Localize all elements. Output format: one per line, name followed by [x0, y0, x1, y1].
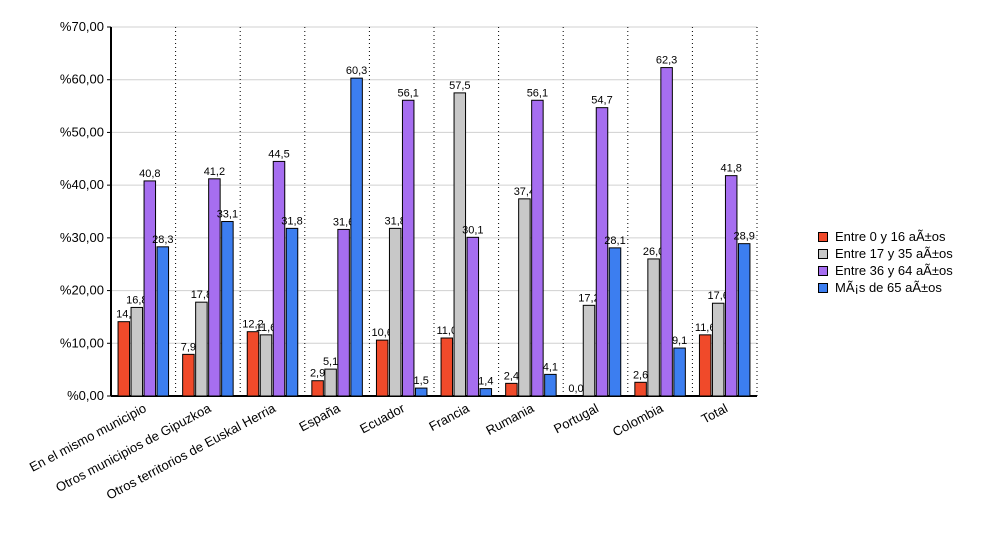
x-tick-label: Colombia	[610, 400, 666, 439]
chart-legend: Entre 0 y 16 aÃ±os Entre 17 y 35 aÃ±os Ent…	[818, 228, 953, 296]
bar	[480, 389, 492, 396]
bar-data-label: 1,5	[414, 375, 429, 387]
legend-swatch	[818, 266, 828, 276]
bar	[609, 248, 621, 396]
bar	[596, 108, 608, 396]
bar	[712, 303, 724, 396]
bar	[273, 161, 285, 396]
bar	[648, 259, 660, 396]
y-tick-label: %70,00	[60, 19, 104, 34]
bar	[725, 176, 737, 396]
bar	[661, 68, 673, 396]
bar	[196, 302, 208, 396]
bar-data-label: 41,2	[204, 166, 225, 178]
bar	[157, 247, 169, 396]
bar-data-label: 5,1	[323, 356, 338, 368]
y-tick-label: %0,00	[67, 388, 104, 403]
legend-item: MÃ¡s de 65 aÃ±os	[818, 279, 953, 296]
bar-data-label: 33,1	[217, 209, 238, 221]
bar-data-label: 56,1	[397, 87, 418, 99]
y-tick-label: %20,00	[60, 283, 104, 298]
legend-item: Entre 0 y 16 aÃ±os	[818, 228, 953, 245]
bar-data-label: 4,1	[543, 361, 558, 373]
legend-label: Entre 0 y 16 aÃ±os	[835, 229, 945, 244]
bar-data-label: 2,4	[504, 370, 519, 382]
bar	[583, 305, 595, 396]
bar-data-label: 60,3	[346, 65, 367, 77]
bar-data-label: 57,5	[449, 80, 470, 92]
bar	[183, 354, 195, 396]
x-tick-label: Rumania	[483, 400, 537, 438]
bar-data-label: 14,	[116, 309, 131, 321]
y-tick-label: %30,00	[60, 230, 104, 245]
bar	[454, 93, 466, 396]
bar-data-label: 0,0	[568, 383, 583, 395]
legend-swatch	[818, 232, 828, 242]
bar	[118, 322, 130, 396]
bar	[467, 237, 479, 396]
x-tick-label: Francia	[426, 400, 472, 434]
bar	[338, 229, 350, 396]
bar-data-label: 28,3	[152, 234, 173, 246]
bar	[312, 381, 324, 396]
bar-data-label: 56,1	[527, 87, 548, 99]
x-tick-label: Total	[699, 400, 730, 426]
bar-data-label: 2,9	[310, 368, 325, 380]
legend-item: Entre 17 y 35 aÃ±os	[818, 245, 953, 262]
y-tick-label: %50,00	[60, 124, 104, 139]
bar	[415, 388, 427, 396]
legend-swatch	[818, 283, 828, 293]
bar	[247, 332, 259, 396]
legend-label: Entre 36 y 64 aÃ±os	[835, 263, 953, 278]
bar	[351, 78, 363, 396]
bar	[222, 222, 234, 396]
bar	[260, 335, 272, 396]
y-tick-label: %10,00	[60, 335, 104, 350]
bar	[144, 181, 156, 396]
bar	[389, 228, 401, 396]
legend-label: Entre 17 y 35 aÃ±os	[835, 246, 953, 261]
y-tick-label: %60,00	[60, 72, 104, 87]
bar	[131, 307, 143, 396]
bar-data-label: 30,1	[462, 224, 483, 236]
bar	[674, 348, 686, 396]
x-tick-label: España	[297, 400, 344, 434]
bar-data-label: 9,1	[672, 335, 687, 347]
bar	[635, 382, 647, 396]
bar	[699, 335, 711, 396]
bar	[325, 369, 337, 396]
bar-data-label: 28,9	[733, 231, 754, 243]
legend-item: Entre 36 y 64 aÃ±os	[818, 262, 953, 279]
bar	[532, 100, 544, 396]
bar-data-label: 2,6	[633, 369, 648, 381]
bar-data-label: 44,5	[268, 148, 289, 160]
bar	[545, 374, 557, 396]
legend-swatch	[818, 249, 828, 259]
bar	[441, 338, 453, 396]
bar-data-label: 40,8	[139, 168, 160, 180]
bar-data-label: 1,4	[478, 376, 493, 388]
bar	[286, 228, 298, 396]
bar-data-label: 54,7	[591, 95, 612, 107]
y-tick-label: %40,00	[60, 177, 104, 192]
bar-data-label: 28,1	[604, 235, 625, 247]
bar	[402, 100, 414, 396]
bar	[506, 383, 518, 396]
bar	[519, 199, 531, 396]
bar-data-label: 31,8	[281, 215, 302, 227]
bar	[376, 340, 388, 396]
bar	[738, 244, 750, 396]
x-tick-label: Ecuador	[357, 400, 407, 436]
bar-data-label: 41,8	[720, 163, 741, 175]
bar-data-label: 62,3	[656, 55, 677, 67]
x-tick-label: Portugal	[551, 400, 601, 436]
legend-label: MÃ¡s de 65 aÃ±os	[835, 280, 942, 295]
bar-data-label: 7,9	[181, 341, 196, 353]
